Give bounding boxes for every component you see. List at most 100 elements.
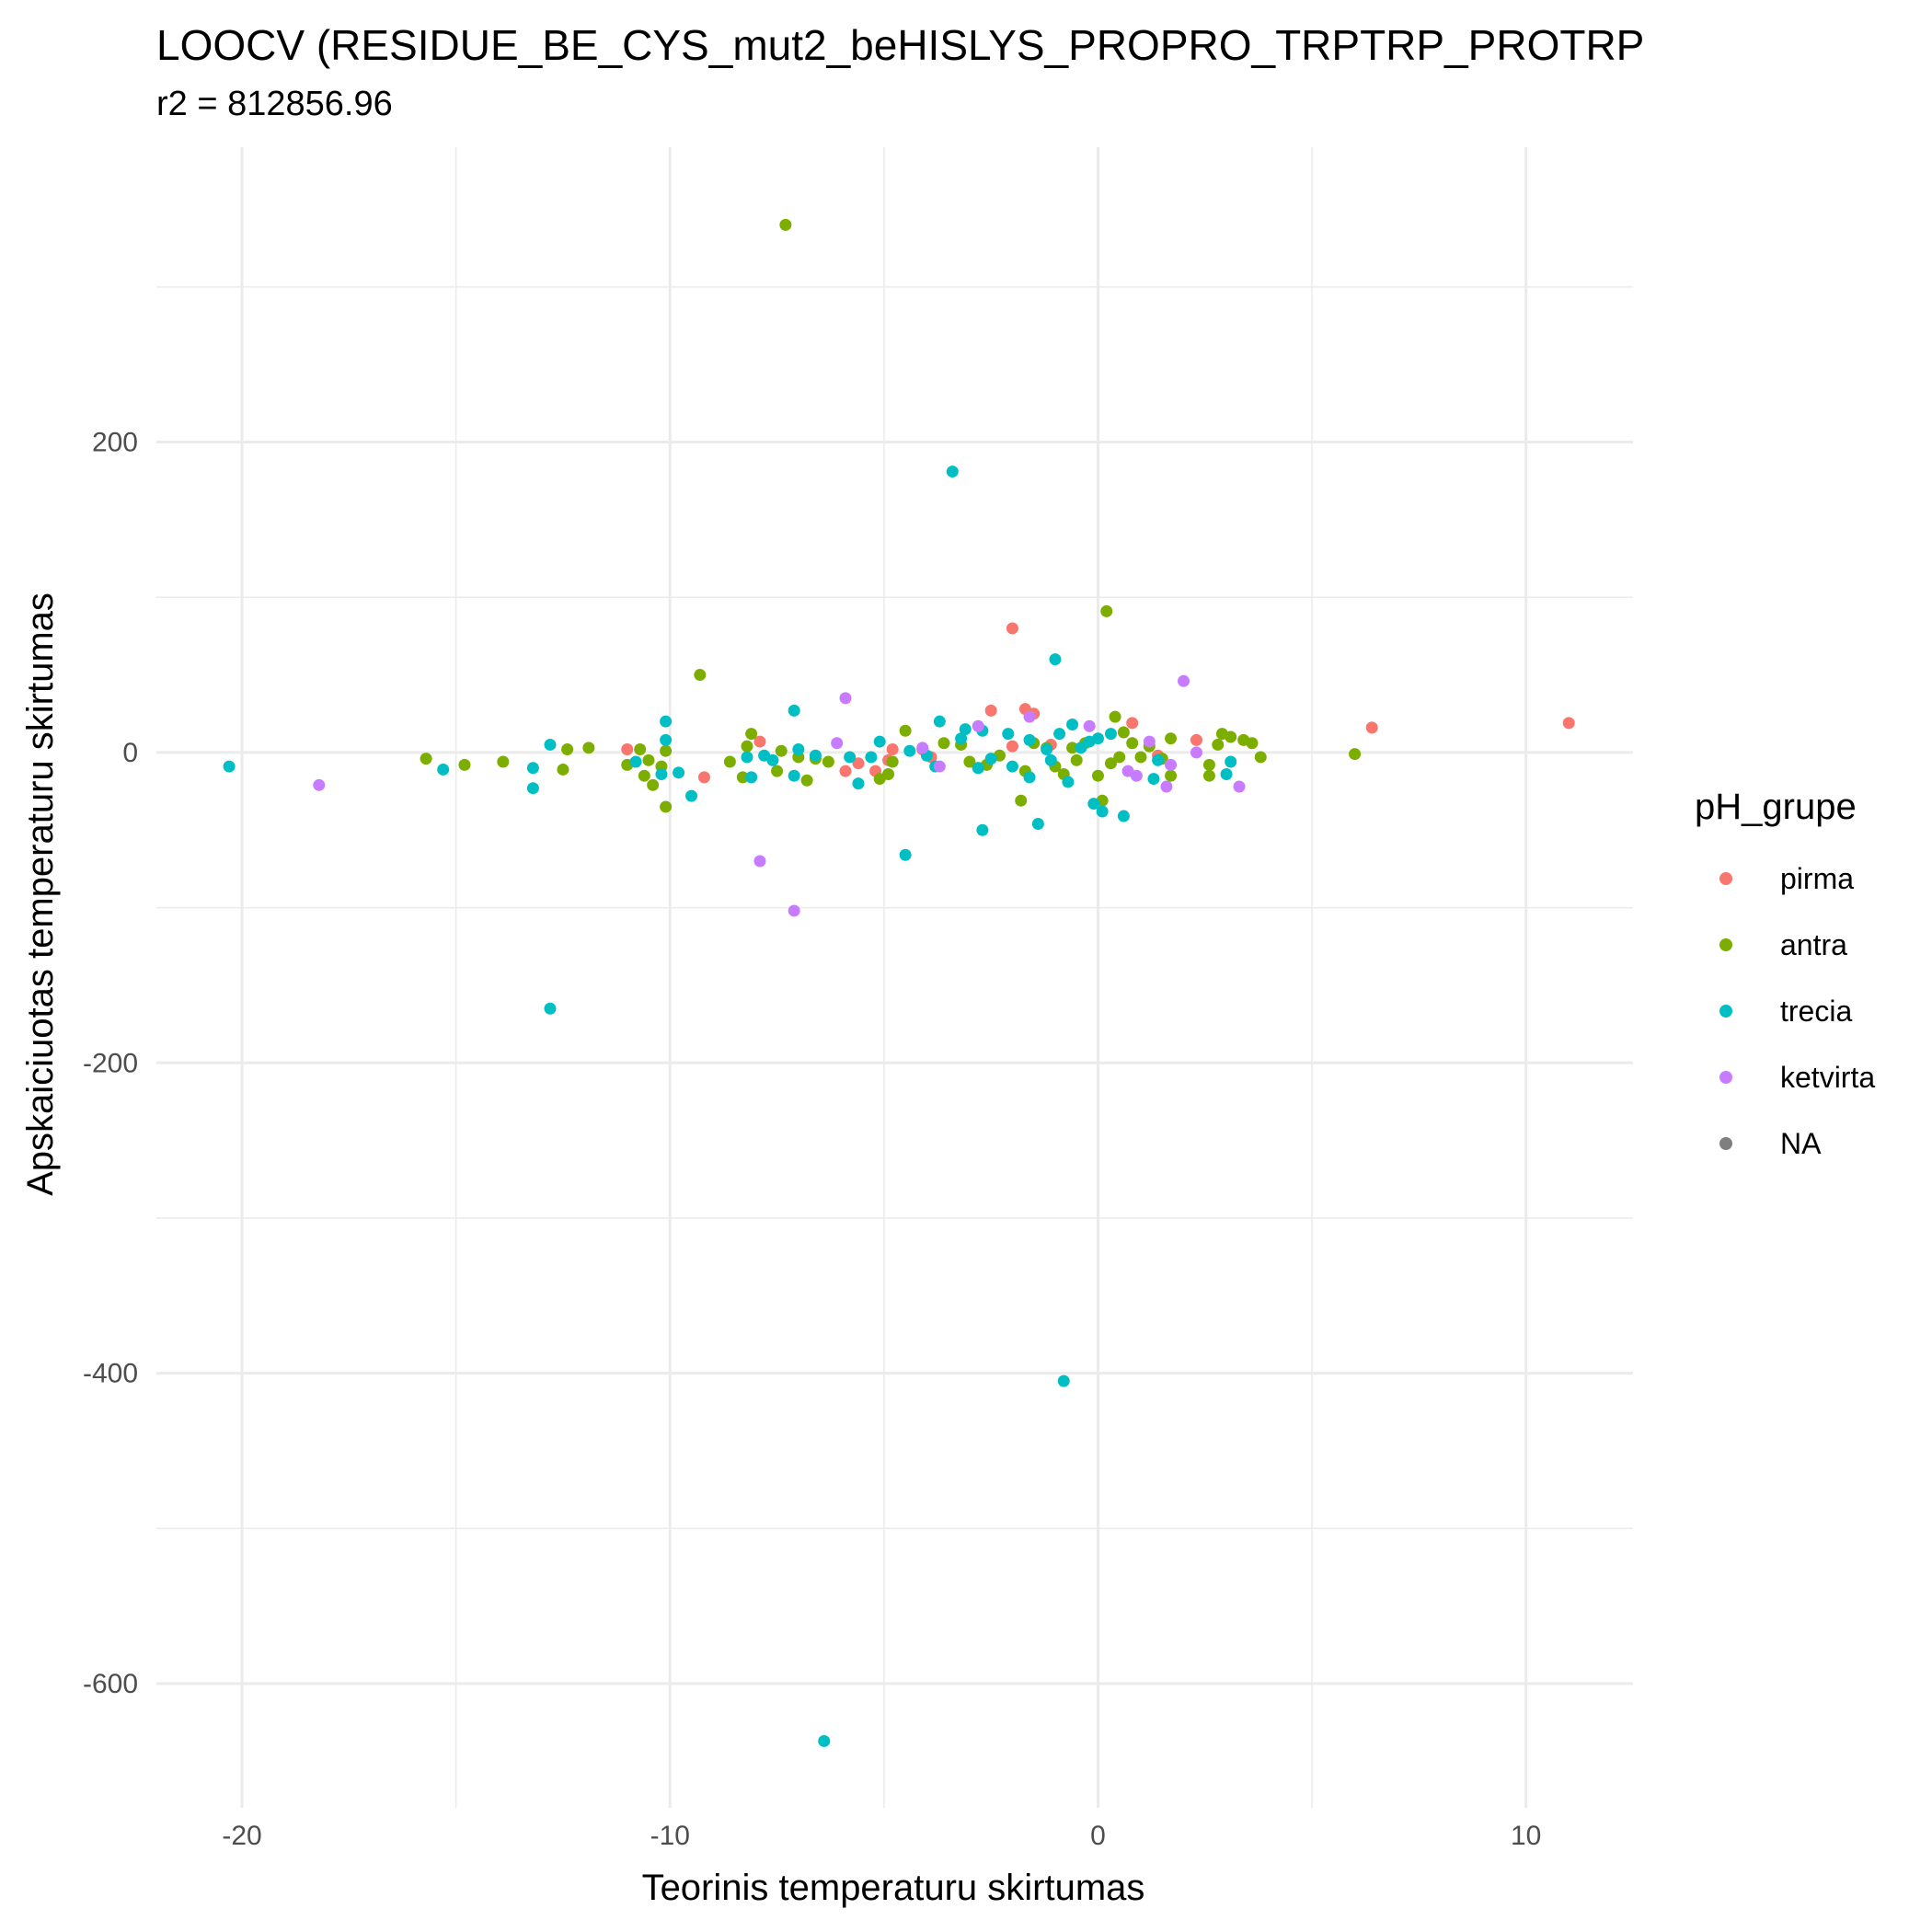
data-point <box>955 732 968 745</box>
data-point <box>660 800 673 813</box>
data-point <box>873 735 886 748</box>
data-point <box>1066 719 1079 731</box>
data-point <box>1083 719 1096 732</box>
data-point <box>882 768 895 781</box>
data-point <box>852 757 865 770</box>
data-point <box>822 755 834 768</box>
data-point <box>1117 810 1130 822</box>
data-point <box>766 753 779 766</box>
data-point <box>1049 653 1062 666</box>
series-antra <box>420 218 1362 813</box>
data-point <box>1225 755 1237 768</box>
data-point <box>526 782 539 795</box>
minor-gridlines <box>156 147 1633 1808</box>
data-point <box>1165 732 1178 745</box>
data-point <box>1165 758 1178 771</box>
data-point <box>1066 742 1079 754</box>
data-point <box>1233 780 1246 793</box>
data-point <box>1006 760 1018 773</box>
data-point <box>497 755 510 768</box>
x-axis-title: Teorinis temperaturu skirtumas <box>642 1868 1145 1908</box>
data-point <box>697 771 710 784</box>
data-point <box>544 1002 557 1015</box>
legend-key <box>1719 1005 1732 1018</box>
data-point <box>1165 769 1178 782</box>
data-point <box>1091 769 1104 782</box>
data-point <box>313 778 326 791</box>
legend-label: antra <box>1780 928 1847 961</box>
y-axis-title: Apskaiciuotas temperaturu skirtumas <box>20 592 61 1196</box>
data-point <box>1075 742 1087 754</box>
data-point <box>946 466 959 478</box>
data-point <box>903 744 916 757</box>
data-point <box>852 777 865 790</box>
data-point <box>1225 730 1237 743</box>
data-point <box>1057 1374 1070 1387</box>
data-point <box>865 751 878 764</box>
data-point <box>458 758 471 771</box>
data-point <box>723 755 736 768</box>
data-point <box>753 735 766 748</box>
data-point <box>1130 769 1143 782</box>
data-point <box>1349 748 1362 761</box>
y-tick-label: 200 <box>92 428 138 458</box>
data-point <box>792 743 805 756</box>
data-point <box>741 751 753 764</box>
data-point <box>1246 737 1259 750</box>
data-point <box>899 724 912 737</box>
data-point <box>1041 743 1053 756</box>
data-point <box>1202 758 1215 771</box>
data-point <box>660 733 673 746</box>
data-point <box>788 904 800 917</box>
data-point <box>741 740 753 753</box>
data-point <box>984 753 997 765</box>
data-point <box>621 743 634 756</box>
chart-subtitle: r2 = 812856.96 <box>156 85 393 123</box>
data-point <box>809 749 822 762</box>
chart-title: LOOCV (RESIDUE_BE_CYS_mut2_beHISLYS_PROP… <box>156 21 1645 69</box>
data-point <box>1031 817 1044 830</box>
data-point <box>899 848 912 861</box>
y-tick-label: -400 <box>83 1359 138 1389</box>
legend: pH_grupe pirma antra trecia ketvirta NA <box>1695 787 1875 1160</box>
data-point <box>437 763 450 776</box>
data-point <box>984 704 997 717</box>
data-point <box>1062 776 1075 788</box>
data-point <box>937 737 950 750</box>
legend-key <box>1719 938 1732 951</box>
data-point <box>933 715 946 728</box>
series-ketvirta <box>313 674 1246 917</box>
data-point <box>1096 805 1109 818</box>
data-point <box>685 789 698 802</box>
data-point <box>1104 728 1117 741</box>
legend-title: pH_grupe <box>1695 787 1857 827</box>
data-point <box>1044 753 1057 766</box>
data-point <box>800 774 813 787</box>
data-point <box>886 743 899 756</box>
data-point <box>1254 751 1267 764</box>
data-point <box>745 771 758 784</box>
data-point <box>655 768 668 781</box>
data-point <box>638 769 650 782</box>
legend-item-pirma: pirma <box>1719 862 1854 895</box>
legend-key <box>1719 1137 1732 1150</box>
data-point <box>886 755 899 768</box>
data-point <box>1190 746 1202 759</box>
data-point <box>1126 717 1139 730</box>
data-point <box>1562 717 1575 730</box>
legend-item-ketvirta: ketvirta <box>1719 1061 1875 1094</box>
legend-item-trecia: trecia <box>1719 995 1852 1028</box>
data-point <box>1091 732 1104 745</box>
data-point <box>745 728 758 741</box>
x-tick-label: 0 <box>1090 1821 1106 1851</box>
data-point <box>1365 721 1378 734</box>
data-point <box>1202 769 1215 782</box>
data-point <box>561 743 574 756</box>
data-point <box>1178 674 1190 687</box>
data-point <box>972 719 984 732</box>
data-point <box>544 738 557 751</box>
data-point <box>1070 753 1083 766</box>
legend-label: trecia <box>1780 995 1852 1028</box>
data-point <box>660 715 673 728</box>
data-point <box>1023 733 1036 746</box>
